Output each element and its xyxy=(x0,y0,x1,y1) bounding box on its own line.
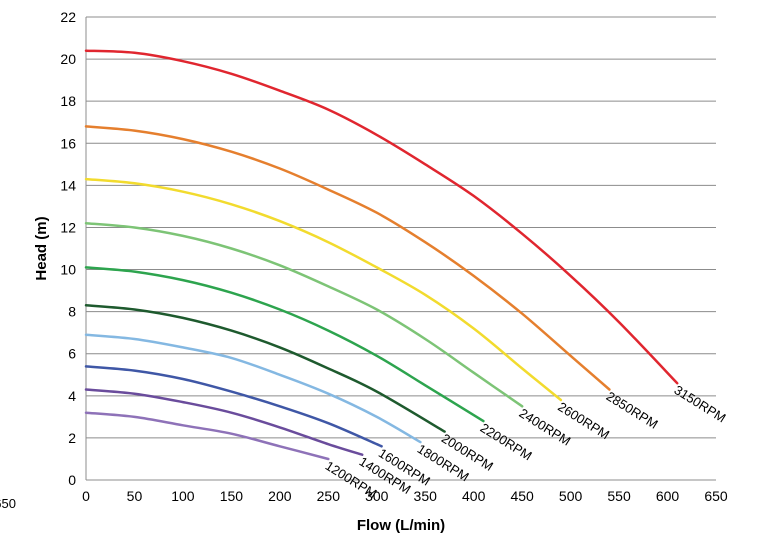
series-line-1200rpm xyxy=(84,411,330,461)
x-tick-label: 500 xyxy=(559,488,583,504)
y-tick-label: 14 xyxy=(60,177,76,193)
y-tick-label: 16 xyxy=(60,135,76,151)
x-tick-label: 650 xyxy=(704,488,728,504)
x-tick-label: 0 xyxy=(82,488,90,504)
y-tick-label: 6 xyxy=(68,346,76,362)
series-line-1400rpm xyxy=(84,388,364,456)
y-tick-label: 8 xyxy=(68,304,76,320)
x-tick-label: 50 xyxy=(127,488,143,504)
y-tick-label: 20 xyxy=(60,51,76,67)
series-line-2400rpm xyxy=(84,221,524,408)
y-axis-ticks: 0 2 4 6 8 10 12 14 16 18 20 22 xyxy=(60,9,76,488)
x-tick-label: 300 xyxy=(365,488,389,504)
y-tick-label: 4 xyxy=(68,388,76,404)
y-tick-label: 2 xyxy=(68,430,76,446)
clipped-tick-label: 650 xyxy=(0,496,16,511)
x-tick-label: 150 xyxy=(220,488,244,504)
series-line-1800rpm xyxy=(84,333,422,444)
y-axis-title: Head (m) xyxy=(33,216,50,280)
x-tick-label: 250 xyxy=(317,488,341,504)
series-label-3150rpm: 3150RPM xyxy=(672,382,729,425)
y-tick-label: 0 xyxy=(68,472,76,488)
series-line-2600rpm xyxy=(84,177,563,402)
y-tick-label: 10 xyxy=(60,262,76,278)
series-lines xyxy=(84,49,679,461)
series-line-2200rpm xyxy=(84,266,485,423)
x-tick-label: 200 xyxy=(268,488,292,504)
clipped-left-text: 650 xyxy=(0,496,16,511)
series-line-1600rpm xyxy=(84,365,383,448)
x-tick-label: 450 xyxy=(510,488,534,504)
y-tick-label: 12 xyxy=(60,219,76,235)
series-line-3150rpm xyxy=(84,49,679,385)
x-tick-label: 100 xyxy=(171,488,195,504)
y-tick-label: 18 xyxy=(60,93,76,109)
series-line-2000rpm xyxy=(84,304,446,433)
series-labels: 1200RPM1400RPM1600RPM1800RPM2000RPM2200R… xyxy=(323,382,729,501)
y-tick-label: 22 xyxy=(60,9,76,25)
x-axis-title: Flow (L/min) xyxy=(357,517,445,534)
x-tick-label: 400 xyxy=(462,488,486,504)
x-tick-label: 600 xyxy=(656,488,680,504)
series-line-2850rpm xyxy=(84,125,611,391)
series-label-2850rpm: 2850RPM xyxy=(604,388,661,431)
x-tick-label: 350 xyxy=(414,488,438,504)
x-tick-label: 550 xyxy=(607,488,631,504)
x-axis-ticks: 0 50 100 150 200 250 300 350 400 450 500 550 600 650 xyxy=(82,488,728,504)
